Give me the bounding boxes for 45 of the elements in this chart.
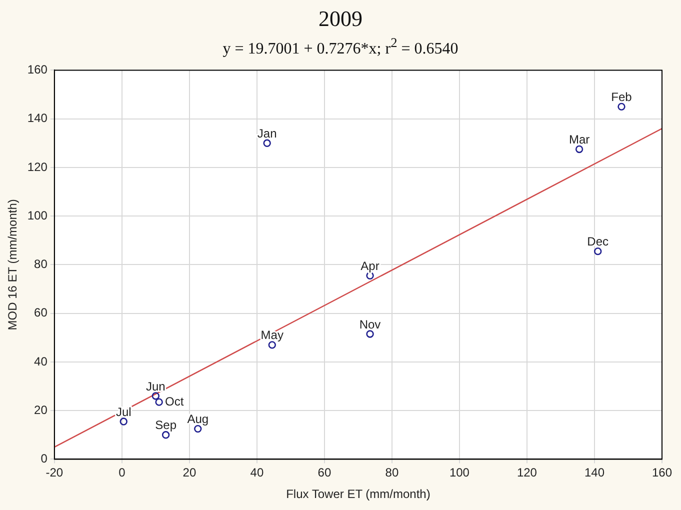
- x-tick-label: 120: [516, 466, 538, 480]
- y-tick-label: 40: [34, 354, 48, 369]
- x-tick-label: 80: [385, 466, 399, 480]
- chart-title: 2009: [318, 5, 364, 32]
- annotation: Apr: [360, 259, 380, 274]
- point: [366, 330, 374, 338]
- x-tick-label: 40: [250, 466, 264, 480]
- annotation: Nov: [359, 318, 381, 332]
- annotation: Sep: [155, 418, 177, 433]
- annotation: Feb: [611, 90, 632, 104]
- y-tick-label: 20: [34, 403, 48, 418]
- point: [155, 398, 163, 406]
- point: [594, 248, 602, 256]
- annotation: Dec: [587, 234, 609, 249]
- x-tick-label: -20: [46, 466, 64, 480]
- annotation: Jun: [146, 380, 166, 394]
- y-tick-label: 0: [40, 452, 48, 466]
- point: [120, 418, 128, 426]
- point: [194, 425, 202, 433]
- point: [575, 146, 584, 154]
- x-tick-label: 100: [449, 466, 470, 480]
- annotation: Oct: [165, 394, 184, 409]
- x-tick-label: 20: [182, 466, 196, 480]
- x-tick-label: 0: [118, 466, 126, 480]
- y-tick-label: 140: [27, 111, 48, 126]
- x-tick-label: 60: [318, 466, 332, 480]
- annotation: Aug: [187, 412, 209, 426]
- point: [618, 103, 626, 111]
- y-tick-label: 100: [27, 208, 48, 223]
- x-axis-title: Flux Tower ET (mm/month): [286, 487, 430, 502]
- annotation: Mar: [568, 132, 590, 147]
- point: [263, 140, 271, 148]
- point: [366, 272, 374, 280]
- y-tick-label: 160: [27, 62, 48, 77]
- point: [162, 431, 170, 440]
- y-tick-label: 60: [34, 306, 48, 320]
- annotation: Jan: [257, 126, 277, 141]
- y-tick-label: 80: [34, 257, 48, 272]
- chart-subtitle: y = 19.7001 + 0.7276*x; r$^{2}$ = 0.6540: [222, 34, 460, 60]
- x-tick-label: 140: [584, 466, 605, 480]
- point: [268, 341, 276, 350]
- point: [152, 392, 160, 400]
- y-axis-title: MOD 16 ET (mm/month): [6, 199, 20, 331]
- y-tick-label: 120: [27, 160, 48, 174]
- x-tick-label: 160: [652, 466, 672, 480]
